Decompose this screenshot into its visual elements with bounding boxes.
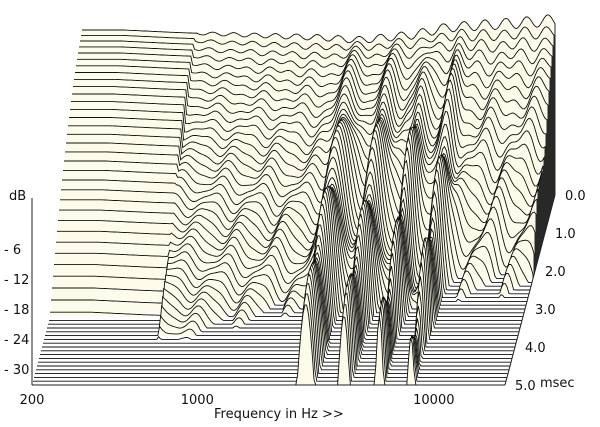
decay-slice-line bbox=[62, 129, 536, 271]
y-tick-label: - 30 bbox=[4, 363, 29, 378]
decay-slice-line bbox=[64, 124, 538, 264]
y-axis-title: dB bbox=[9, 189, 26, 204]
decay-slice-line bbox=[56, 186, 529, 295]
slice-fill bbox=[50, 190, 523, 317]
decay-slice-line bbox=[36, 267, 509, 371]
decay-slice-line bbox=[51, 187, 524, 314]
z-axis-title: msec bbox=[540, 376, 575, 391]
slice-fill bbox=[41, 260, 514, 351]
decay-slice-line bbox=[33, 293, 506, 382]
chart-axes bbox=[31, 194, 556, 386]
decay-slice-line bbox=[57, 178, 530, 291]
decay-slice-line bbox=[45, 235, 518, 337]
decay-slice-line bbox=[63, 127, 537, 268]
decay-slice-line bbox=[70, 98, 544, 241]
z-tick-label: 1.0 bbox=[555, 227, 576, 242]
z-tick-label: 4.0 bbox=[525, 341, 546, 356]
decay-slice-line bbox=[58, 167, 531, 287]
decay-slice-line bbox=[59, 159, 532, 283]
decay-slice-line bbox=[78, 49, 552, 211]
decay-slice-line bbox=[77, 54, 551, 214]
decay-slice-line bbox=[66, 119, 540, 256]
decay-slice-line bbox=[38, 261, 511, 363]
decay-slice-line bbox=[79, 42, 553, 207]
decay-slice-line bbox=[49, 195, 522, 321]
z-tick-label: 5.0 bbox=[515, 379, 536, 394]
decay-slice-line bbox=[67, 118, 541, 252]
decay-slice-line bbox=[35, 273, 508, 375]
decay-slice-line bbox=[42, 256, 515, 348]
decay-slice-line bbox=[80, 36, 554, 203]
decay-slice-line bbox=[53, 185, 526, 306]
decay-slice-line bbox=[37, 263, 510, 367]
slice-fill bbox=[32, 304, 505, 385]
x-tick-label: 200 bbox=[20, 393, 45, 408]
slice-fill bbox=[51, 188, 524, 313]
y-tick-label: - 24 bbox=[4, 333, 29, 348]
decay-slice-line bbox=[55, 187, 528, 299]
decay-slice-line bbox=[43, 252, 516, 344]
x-axis-title: Frequency in Hz >> bbox=[214, 407, 344, 422]
axis-ticks: 200 1000 10000 - 6 - 12 - 18 - 24 - 30 0.0 1.0 2.0… bbox=[4, 189, 586, 408]
decay-slice-line bbox=[68, 116, 542, 249]
decay-slice-line bbox=[47, 213, 520, 329]
decay-slice-line bbox=[71, 88, 545, 237]
decay-slice-line bbox=[81, 26, 555, 199]
z-tick-label: 3.0 bbox=[535, 303, 556, 318]
y-tick-label: - 12 bbox=[4, 273, 29, 288]
decay-slices bbox=[32, 14, 556, 386]
x-tick-label: 10000 bbox=[413, 393, 454, 408]
decay-slice-line bbox=[44, 244, 517, 340]
decay-slice-line bbox=[50, 189, 523, 318]
decay-slice-line bbox=[76, 59, 550, 218]
decay-slice-line bbox=[69, 110, 543, 245]
z-axis-line bbox=[504, 194, 556, 386]
decay-slice-line bbox=[48, 203, 521, 325]
decay-slice-line bbox=[34, 283, 507, 378]
decay-slice-line bbox=[54, 186, 527, 302]
decay-slice-line bbox=[46, 224, 519, 333]
decay-slice-line bbox=[74, 67, 548, 226]
decay-slice-line bbox=[82, 14, 556, 195]
decay-slice-line bbox=[40, 260, 513, 356]
decay-slice-line bbox=[41, 259, 514, 352]
decay-slice-line bbox=[52, 185, 525, 310]
x-tick-label: 1000 bbox=[181, 393, 214, 408]
decay-slice-line bbox=[65, 121, 539, 260]
decay-slice-line bbox=[61, 136, 535, 276]
decay-slice-line bbox=[72, 79, 546, 233]
decay-slice-line bbox=[39, 260, 512, 359]
z-tick-label: 2.0 bbox=[545, 265, 566, 280]
decay-slice-line bbox=[75, 63, 549, 222]
decay-slice-line bbox=[60, 146, 534, 280]
z-tick-label: 0.0 bbox=[565, 189, 586, 204]
y-tick-label: - 6 bbox=[4, 243, 21, 258]
y-tick-label: - 18 bbox=[4, 303, 29, 318]
decay-slice-line bbox=[73, 72, 547, 230]
